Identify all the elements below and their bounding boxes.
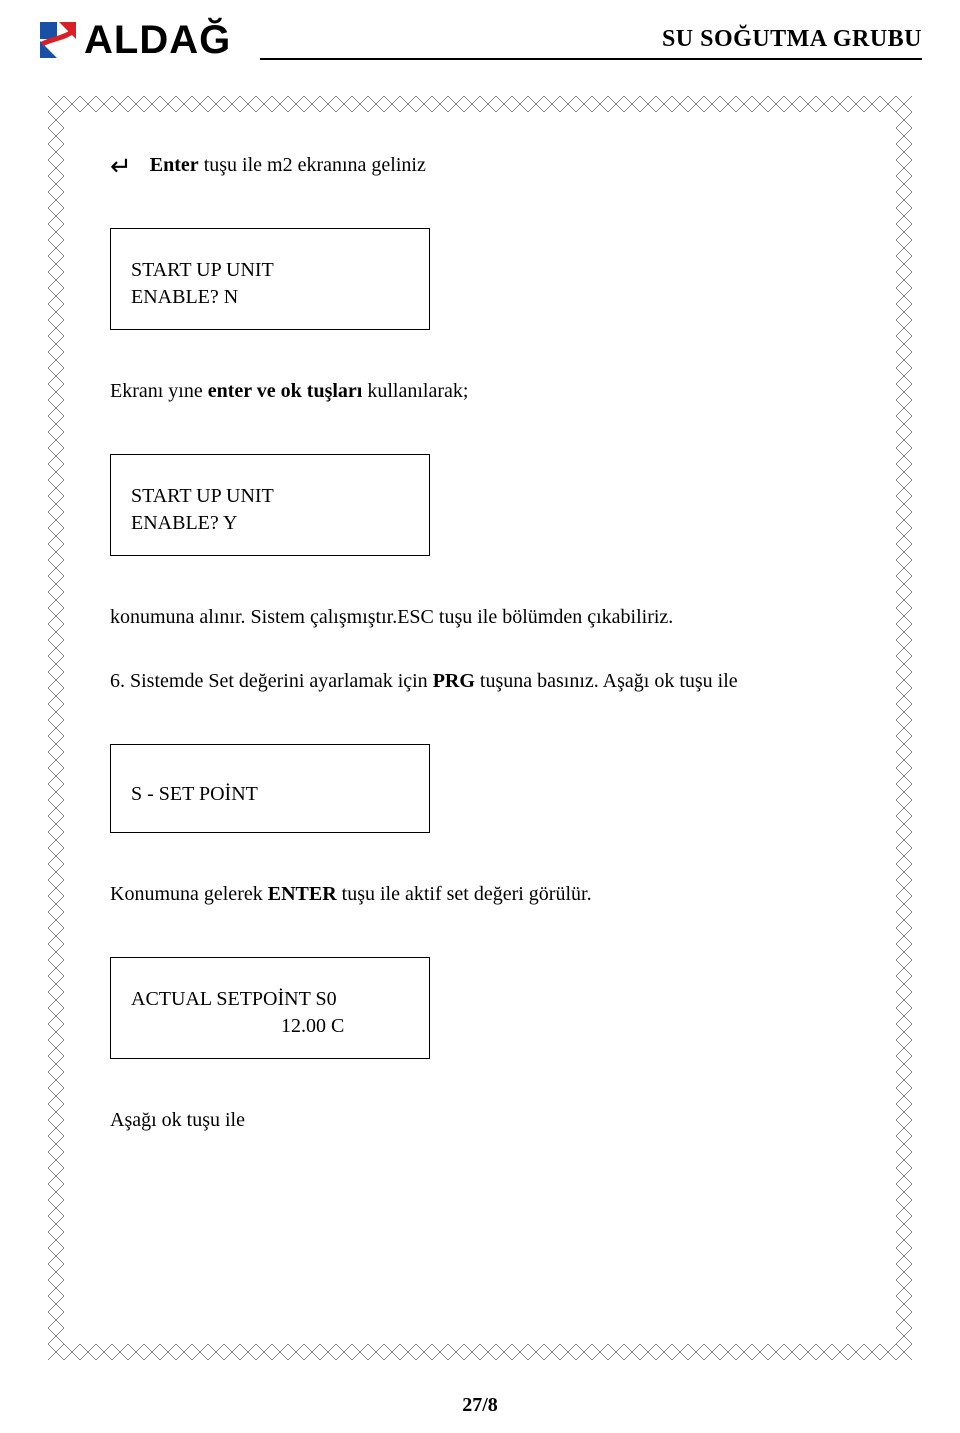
- frame-left: [48, 96, 64, 1360]
- lcd3-line1: S - SET POİNT: [131, 781, 409, 808]
- lcd2-line2: ENABLE? Y: [131, 510, 409, 537]
- frame-top: [48, 96, 912, 112]
- lcd2-line1: START UP UNIT: [131, 483, 409, 510]
- para3b: PRG: [433, 670, 475, 692]
- logo: ALDAĞ: [38, 20, 231, 60]
- frame-right: [896, 96, 912, 1360]
- para-asagi-ok: Aşağı ok tuşu ile: [110, 1105, 850, 1135]
- frame-bottom: [48, 1344, 912, 1360]
- kw-enter: Enter: [150, 154, 199, 176]
- lcd4-line1: ACTUAL SETPOİNT S0: [131, 986, 409, 1013]
- para-ekrani-yine: Ekranı yıne enter ve ok tuşları kullanıl…: [110, 376, 850, 406]
- para1b: enter ve ok tuşları: [208, 380, 363, 402]
- logo-text: ALDAĞ: [84, 20, 231, 60]
- para-konumuna-gelerek: Konumuna gelerek ENTER tuşu ile aktif se…: [110, 879, 850, 909]
- lcd-box-1: START UP UNIT ENABLE? N: [110, 228, 430, 330]
- lcd-box-4: ACTUAL SETPOİNT S0 12.00 C: [110, 957, 430, 1059]
- lcd4-line2: 12.00 C: [131, 1013, 409, 1040]
- logo-mark-icon: [38, 20, 78, 60]
- para3c: tuşuna basınız. Aşağı ok tuşu ile: [475, 670, 738, 692]
- para1a: Ekranı yıne: [110, 380, 208, 402]
- page-content: ↵ Enter tuşu ile m2 ekranına geliniz STA…: [110, 140, 850, 1135]
- para3a: 6. Sistemde Set değerini ayarlamak için: [110, 670, 433, 692]
- lcd4-line2-val: 12.00 C: [131, 1013, 344, 1040]
- header-rule: [260, 58, 922, 60]
- line-enter-m2: ↵ Enter tuşu ile m2 ekranına geliniz: [110, 150, 850, 180]
- para-step6: 6. Sistemde Set değerini ayarlamak için …: [110, 666, 850, 696]
- para4c: tuşu ile aktif set değeri görülür.: [337, 883, 592, 905]
- page-number: 27/8: [0, 1394, 960, 1417]
- header-title: SU SOĞUTMA GRUBU: [662, 20, 922, 53]
- page-header: ALDAĞ SU SOĞUTMA GRUBU: [38, 20, 922, 78]
- lcd-box-3: S - SET POİNT: [110, 744, 430, 833]
- lcd1-line2: ENABLE? N: [131, 284, 409, 311]
- para4a: Konumuna gelerek: [110, 883, 268, 905]
- lcd1-line1: START UP UNIT: [131, 257, 409, 284]
- para4b: ENTER: [268, 883, 337, 905]
- line-text: Enter tuşu ile m2 ekranına geliniz: [150, 150, 426, 180]
- line1-rest: tuşu ile m2 ekranına geliniz: [199, 154, 426, 176]
- lcd-box-2: START UP UNIT ENABLE? Y: [110, 454, 430, 556]
- enter-key-icon: ↵: [110, 154, 132, 180]
- para1c: kullanılarak;: [362, 380, 468, 402]
- para-konumuna: konumuna alınır. Sistem çalışmıştır.ESC …: [110, 602, 850, 632]
